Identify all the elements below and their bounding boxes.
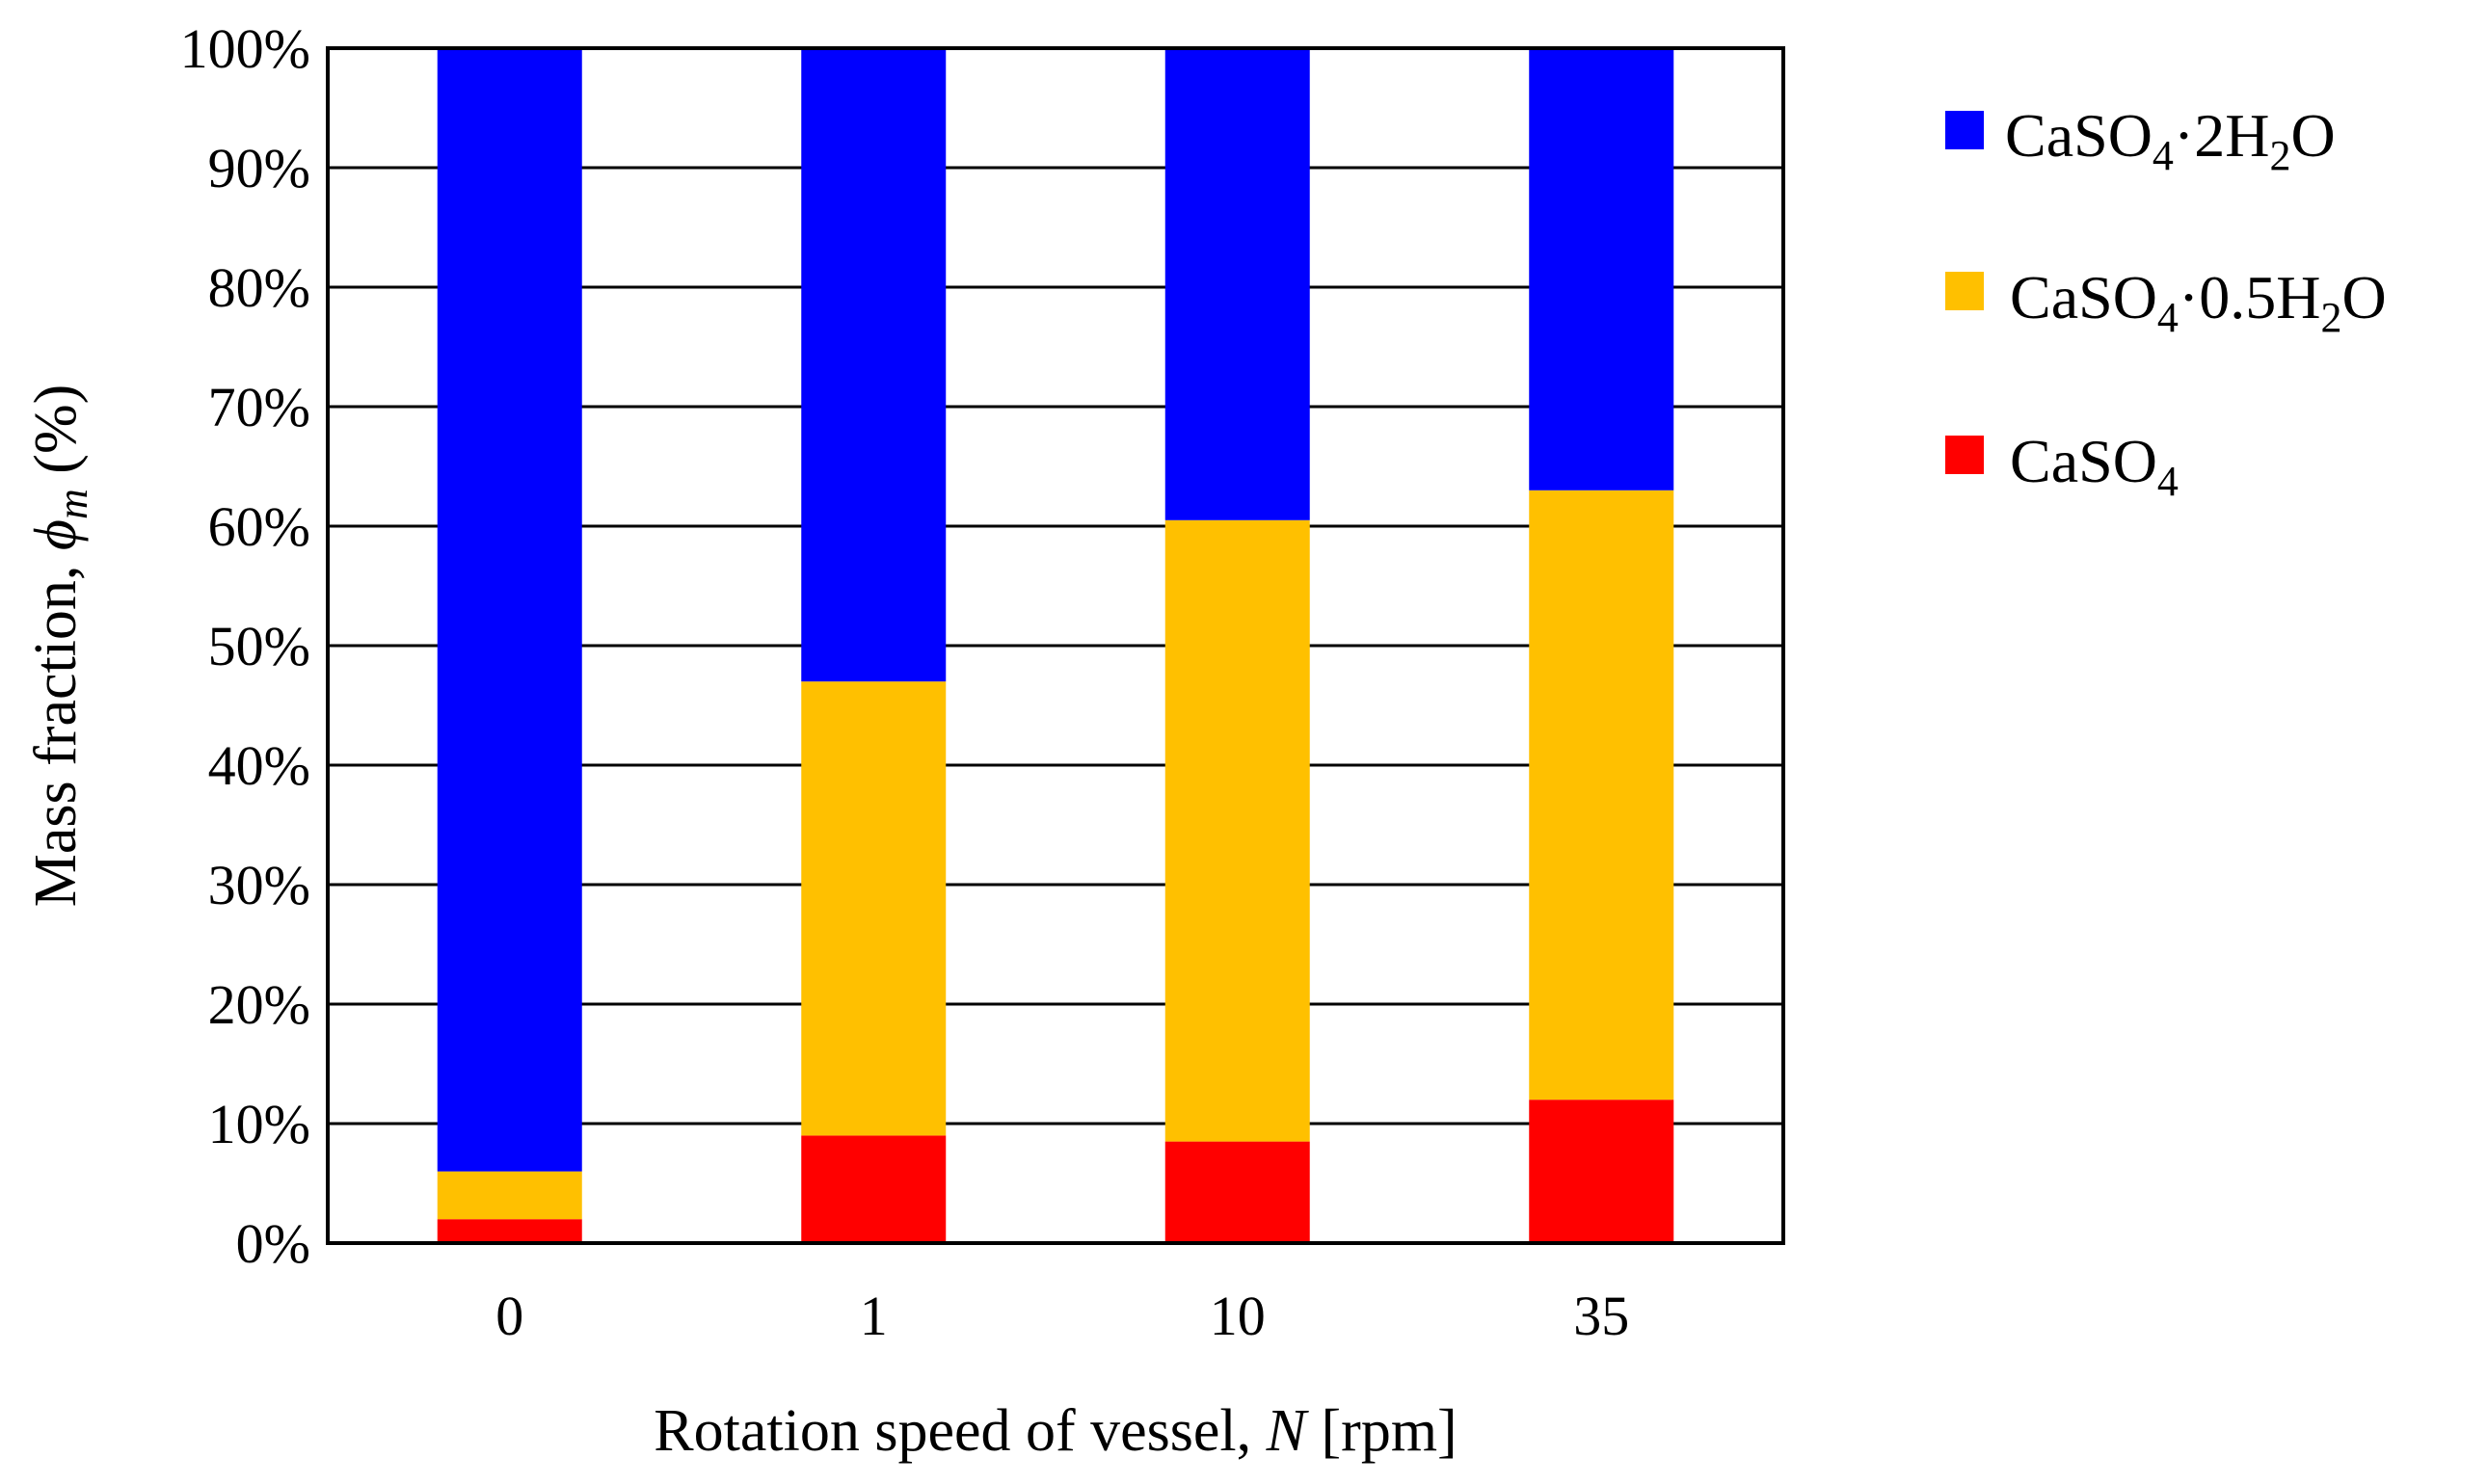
legend-label-anhydrite: CaSO4 <box>2010 427 2179 505</box>
legend: CaSO4·2H2O CaSO4·0.5H2O CaSO4 <box>1945 101 2387 505</box>
y-tick-label: 30% <box>208 854 310 916</box>
bar-dihydrate-1 <box>801 48 947 682</box>
bar-dihydrate-0 <box>437 48 582 1172</box>
y-tick-label: 80% <box>208 256 310 319</box>
y-tick-label: 50% <box>208 615 310 677</box>
x-tick-label: 1 <box>860 1285 888 1347</box>
y-tick-label: 0% <box>236 1212 310 1275</box>
x-axis-title: Rotation speed of vessel, N [rpm] <box>654 1398 1457 1464</box>
y-tick-label: 20% <box>208 973 310 1036</box>
legend-swatch-dihydrate <box>1945 111 1984 149</box>
bars <box>437 48 1674 1243</box>
bar-hemihydrate-35 <box>1529 490 1674 1100</box>
bar-hemihydrate-0 <box>437 1171 582 1220</box>
bar-dihydrate-10 <box>1164 48 1310 520</box>
y-tick-label: 90% <box>208 137 310 199</box>
bar-anhydrite-1 <box>801 1135 947 1243</box>
x-tick-label: 10 <box>1210 1285 1266 1347</box>
bar-anhydrite-10 <box>1164 1141 1310 1243</box>
y-tick-label: 60% <box>208 495 310 558</box>
legend-swatch-hemihydrate <box>1945 272 1984 310</box>
x-tick-label: 35 <box>1573 1285 1629 1347</box>
bar-hemihydrate-1 <box>801 681 947 1136</box>
legend-swatch-anhydrite <box>1945 436 1984 474</box>
x-tick-labels: 0 1 10 35 <box>495 1285 1629 1347</box>
bar-anhydrite-35 <box>1529 1100 1674 1243</box>
y-tick-label: 40% <box>208 734 310 797</box>
y-tick-label: 100% <box>180 17 310 80</box>
legend-label-hemihydrate: CaSO4·0.5H2O <box>2010 263 2387 341</box>
bar-dihydrate-35 <box>1529 48 1674 490</box>
y-axis-title: Mass fraction, ϕm (%) <box>23 384 96 908</box>
plot-frame <box>326 46 1785 1245</box>
y-tick-label: 70% <box>208 376 310 438</box>
bar-hemihydrate-10 <box>1164 519 1310 1142</box>
y-tick-labels: 0% 10% 20% 30% 40% 50% 60% 70% 80% 90% 100% <box>180 17 310 1275</box>
legend-label-dihydrate: CaSO4·2H2O <box>2005 101 2336 179</box>
x-tick-label: 0 <box>495 1285 523 1347</box>
bar-anhydrite-0 <box>437 1219 582 1243</box>
y-tick-label: 10% <box>208 1093 310 1155</box>
